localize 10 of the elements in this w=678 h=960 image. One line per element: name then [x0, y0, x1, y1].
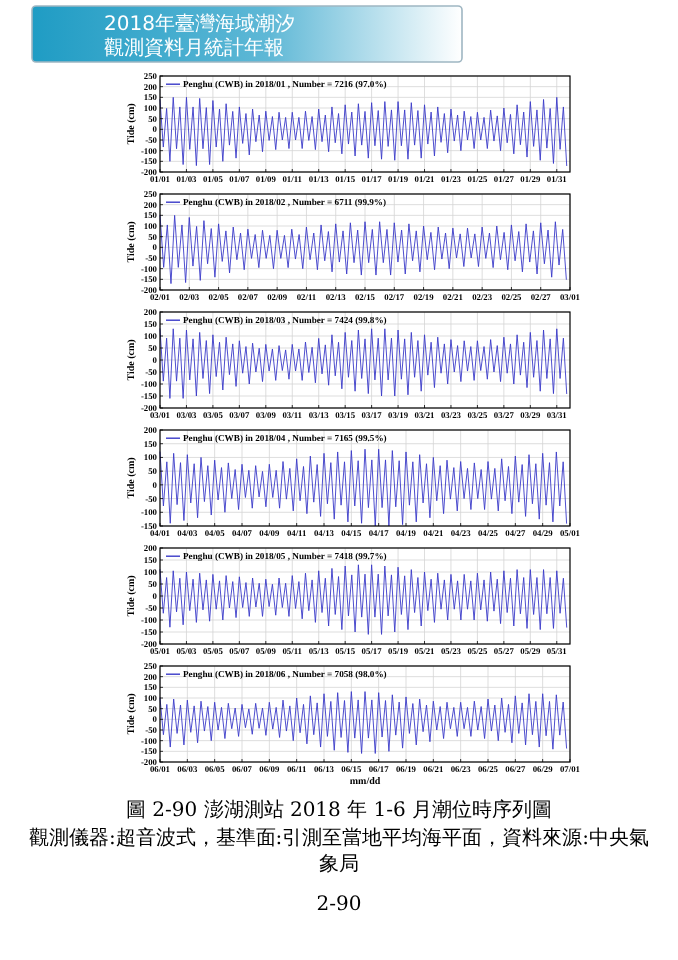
- text: 2018年臺灣海域潮汐: [104, 12, 295, 36]
- line-series: [159, 328, 568, 399]
- text: 觀測資料月統計年報: [104, 36, 284, 60]
- text: 2-90: [316, 894, 362, 916]
- text: 觀測儀器:超音波式，基準面:引測至當地平均海平面，資料來源:中央氣象局: [28, 826, 650, 876]
- caption: 圖 2-90 澎湖測站 2018 年 1-6 月潮位時序列圖: [125, 798, 553, 822]
- line-series: [159, 691, 568, 754]
- line-series: [159, 564, 568, 635]
- line-series: [159, 214, 567, 285]
- line-series: [159, 96, 568, 167]
